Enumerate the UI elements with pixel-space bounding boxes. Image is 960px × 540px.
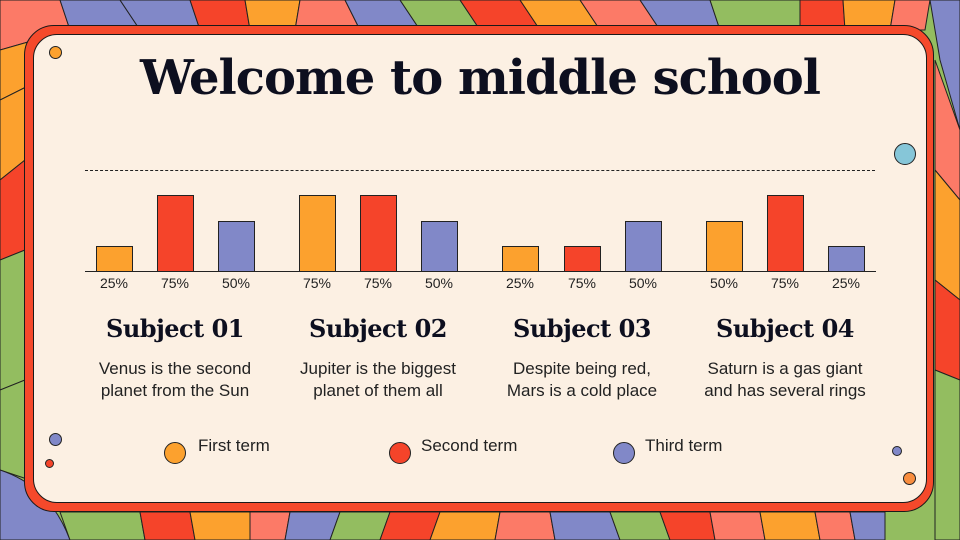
- legend-swatch-third-term: [613, 442, 635, 464]
- subject-description-line: planet from the Sun: [100, 381, 250, 400]
- slide-title: Welcome to middle school: [140, 50, 821, 106]
- bar-label: 25%: [831, 275, 861, 291]
- bar-label: 75%: [302, 275, 332, 291]
- subject-description-line: planet of them all: [313, 381, 443, 400]
- decorative-dot-orange: [49, 46, 62, 59]
- subject-description-line: and has several rings: [704, 381, 866, 400]
- subject-description: Saturn is a gas giant and has several ri…: [685, 358, 885, 402]
- decorative-dot-red: [45, 459, 54, 468]
- subject-description-line: Jupiter is the biggest: [300, 359, 456, 378]
- legend-label-third-term: Third term: [645, 436, 723, 455]
- bar-subject03-third-term: [625, 221, 662, 272]
- decorative-dot-purple: [49, 433, 62, 446]
- legend-swatch-first-term: [164, 442, 186, 464]
- legend-swatch-second-term: [389, 442, 411, 464]
- subject-title: Subject 04: [716, 314, 854, 343]
- bar-label: 25%: [505, 275, 535, 291]
- decorative-dot-orange-small: [903, 472, 916, 485]
- decorative-dot-purple-small: [892, 446, 902, 456]
- subject-01: Subject 01 Venus is the second planet fr…: [75, 308, 275, 402]
- bar-subject02-third-term: [421, 221, 458, 272]
- bar-subject04-first-term: [706, 221, 743, 272]
- subject-description: Venus is the second planet from the Sun: [75, 358, 275, 402]
- bar-subject03-first-term: [502, 246, 539, 272]
- subject-description-line: Despite being red,: [513, 359, 651, 378]
- bar-subject01-second-term: [157, 195, 194, 272]
- subject-description: Jupiter is the biggest planet of them al…: [278, 358, 478, 402]
- legend-label-second-term: Second term: [421, 436, 518, 455]
- subject-title: Subject 01: [106, 314, 244, 343]
- subject-04: Subject 04 Saturn is a gas giant and has…: [685, 308, 885, 402]
- subject-description-line: Saturn is a gas giant: [707, 359, 863, 378]
- bar-label: 50%: [424, 275, 454, 291]
- chart-baseline: [85, 271, 876, 272]
- subject-03: Subject 03 Despite being red, Mars is a …: [482, 308, 682, 402]
- bar-subject04-second-term: [767, 195, 804, 272]
- bar-label: 50%: [221, 275, 251, 291]
- bar-subject03-second-term: [564, 246, 601, 272]
- subject-title: Subject 03: [513, 314, 651, 343]
- bar-subject01-first-term: [96, 246, 133, 272]
- bar-label: 25%: [99, 275, 129, 291]
- subject-description-line: Mars is a cold place: [506, 381, 658, 400]
- bar-label: 75%: [567, 275, 597, 291]
- bar-label: 75%: [160, 275, 190, 291]
- bar-label: 75%: [770, 275, 800, 291]
- subject-02: Subject 02 Jupiter is the biggest planet…: [278, 308, 478, 402]
- subject-title: Subject 02: [309, 314, 447, 343]
- legend-label-first-term: First term: [198, 436, 270, 455]
- bar-subject01-third-term: [218, 221, 255, 272]
- chart-reference-line: [85, 170, 875, 171]
- bar-label: 50%: [628, 275, 658, 291]
- bar-label: 75%: [363, 275, 393, 291]
- bar-subject04-third-term: [828, 246, 865, 272]
- bar-label: 50%: [709, 275, 739, 291]
- bar-subject02-first-term: [299, 195, 336, 272]
- decorative-dot-blue: [894, 143, 916, 165]
- subject-description: Despite being red, Mars is a cold place: [482, 358, 682, 402]
- bar-subject02-second-term: [360, 195, 397, 272]
- subject-description-line: Venus is the second: [98, 359, 252, 378]
